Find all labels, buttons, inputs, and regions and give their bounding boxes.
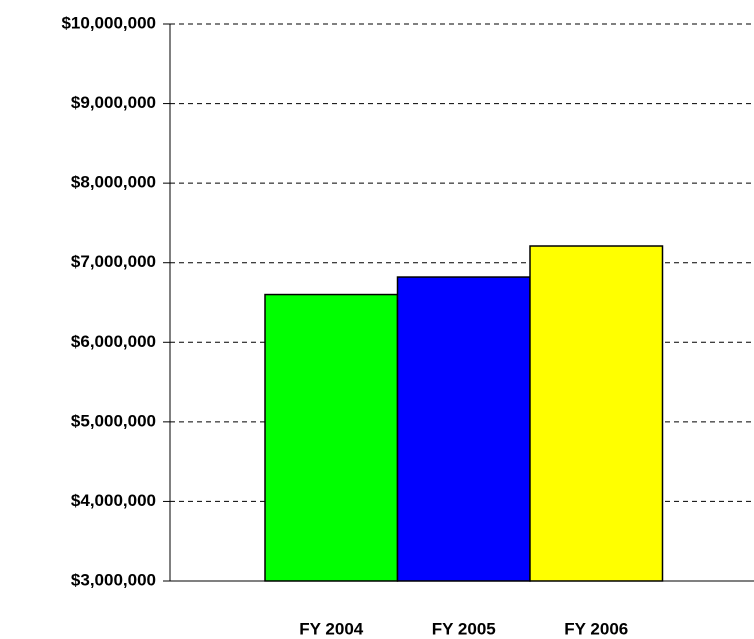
y-tick-label: $4,000,000: [71, 491, 156, 510]
y-tick-label: $6,000,000: [71, 332, 156, 351]
y-tick-label: $3,000,000: [71, 570, 156, 589]
y-tick-label: $7,000,000: [71, 252, 156, 271]
x-tick-label: FY 2005: [432, 619, 496, 638]
y-tick-label: $5,000,000: [71, 411, 156, 430]
bar: [264, 293, 399, 582]
x-tick-label: FY 2004: [299, 619, 364, 638]
bar: [396, 276, 531, 582]
x-tick-label: FY 2006: [564, 619, 628, 638]
y-tick-label: $9,000,000: [71, 93, 156, 112]
bar: [529, 245, 664, 582]
y-tick-label: $8,000,000: [71, 173, 156, 192]
y-tick-label: $10,000,000: [61, 13, 156, 32]
